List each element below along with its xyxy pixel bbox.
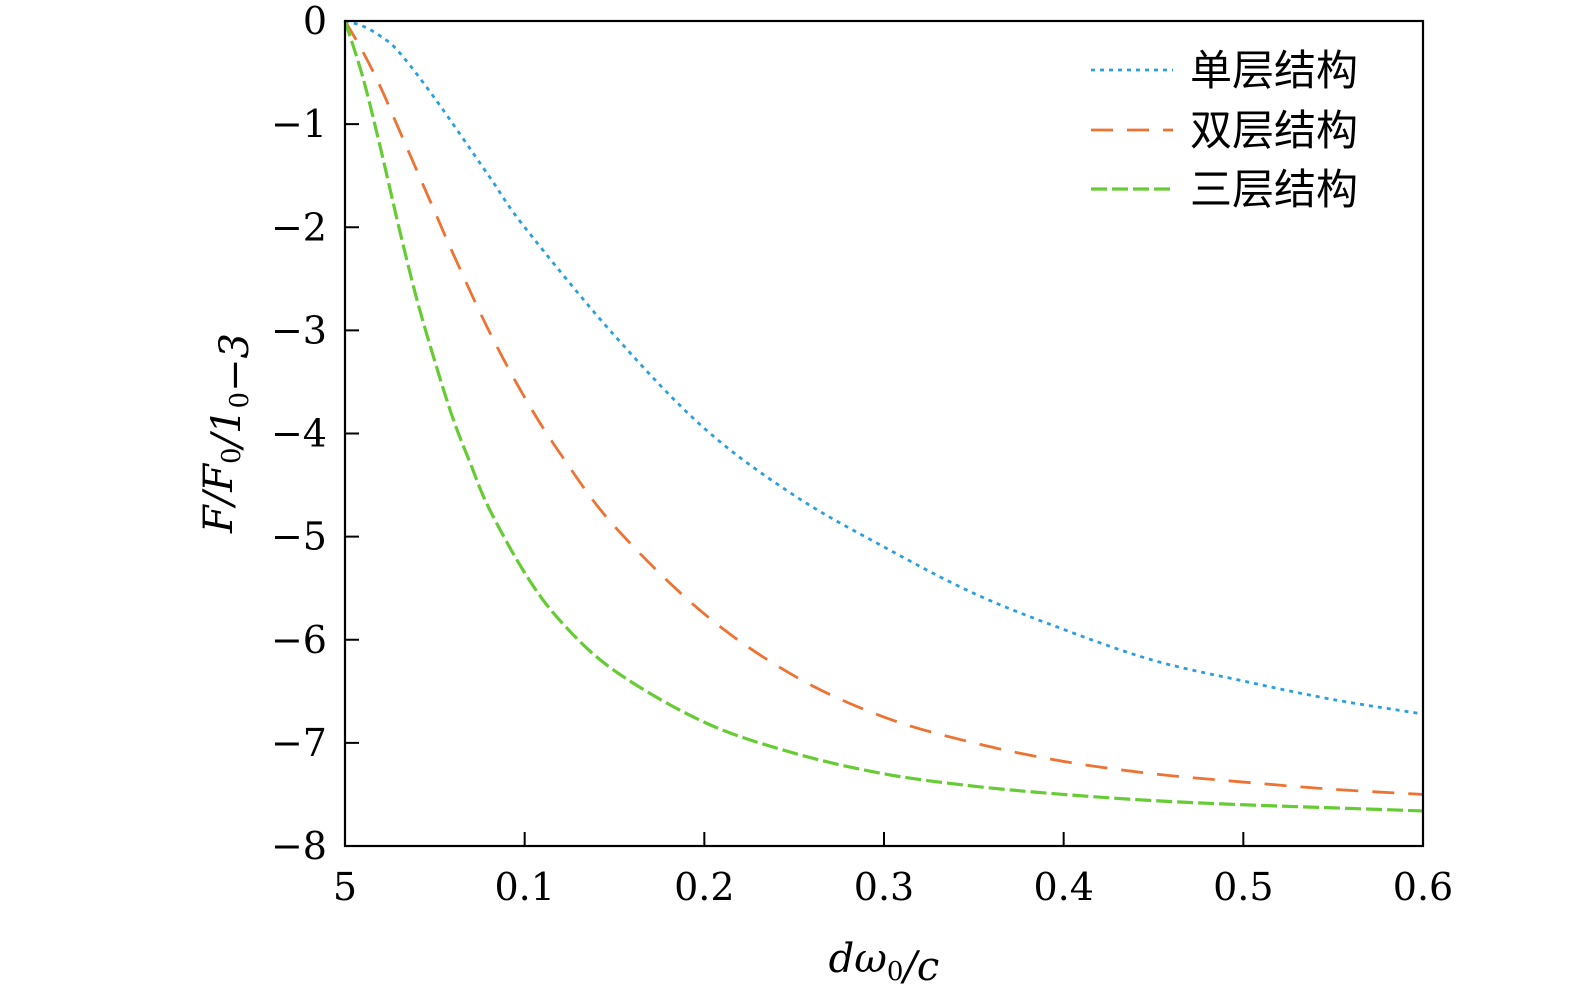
x-axis: 5 0.1 0.2 0.3 0.4 0.5 0.6 — [333, 832, 1453, 909]
y-axis: 0 −1 −2 −3 −4 −5 −6 −7 −8 — [271, 0, 359, 868]
y-tick-label: −4 — [271, 412, 327, 456]
x-axis-title: dω0/c — [829, 936, 940, 990]
legend-label: 单层结构 — [1190, 46, 1358, 95]
series-layer — [343, 19, 1424, 813]
y-tick-label: −5 — [271, 515, 327, 559]
y-axis-title: F/F0/10−3 — [196, 333, 258, 534]
series-line-3 — [343, 20, 1424, 813]
series-line-1 — [344, 19, 1424, 716]
y-tick-label: −7 — [271, 721, 327, 765]
y-tick-label: −3 — [271, 308, 327, 352]
x-tick-label: 0.1 — [494, 865, 554, 909]
x-tick-label: 0.2 — [674, 865, 734, 909]
series-line-2 — [343, 20, 1424, 796]
x-tick-label: 0.4 — [1033, 865, 1093, 909]
y-tick-label: −2 — [271, 205, 327, 249]
legend-label: 双层结构 — [1190, 106, 1358, 155]
x-tick-label: 0.3 — [854, 865, 914, 909]
x-tick-label: 5 — [333, 865, 357, 909]
y-tick-label: 0 — [303, 0, 327, 43]
x-tick-label: 0.6 — [1393, 865, 1453, 909]
y-tick-label: −8 — [271, 824, 327, 868]
y-tick-label: −1 — [271, 102, 327, 146]
legend-label: 三层结构 — [1190, 165, 1358, 214]
y-tick-label: −6 — [271, 618, 327, 662]
x-tick-label: 0.5 — [1213, 865, 1273, 909]
